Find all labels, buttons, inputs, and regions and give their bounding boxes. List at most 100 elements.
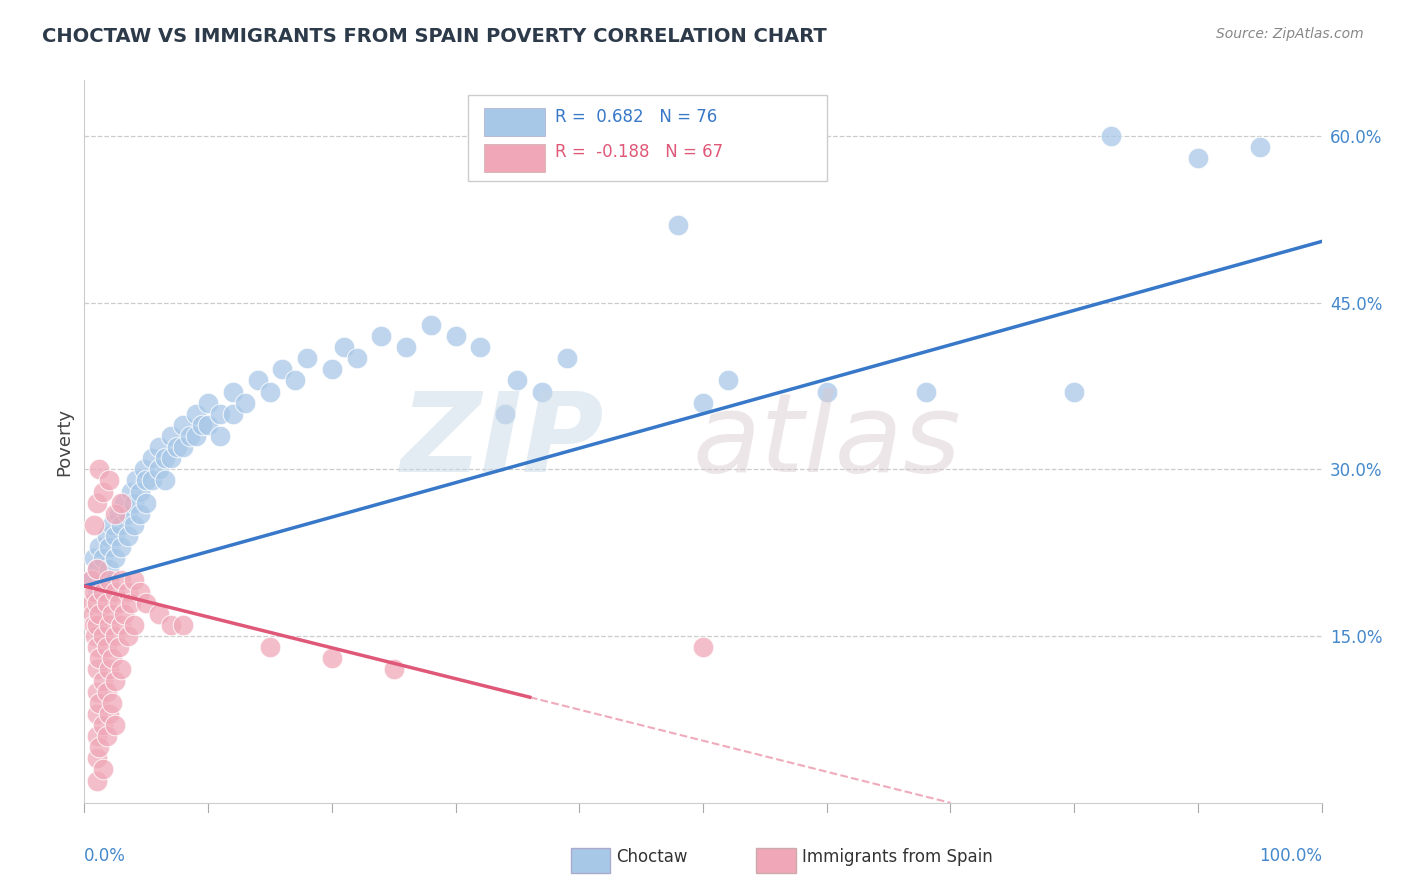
Point (104, 551, 127, 566)
Point (110, 574, 132, 588)
Point (692, 640, 714, 655)
Point (333, 340, 356, 354)
Point (132, 462, 155, 476)
Point (148, 440, 170, 454)
Point (233, 395, 256, 409)
Point (91, 629, 114, 643)
Point (104, 584, 127, 599)
Point (555, 351, 578, 366)
Point (86, 684, 108, 698)
Point (197, 395, 219, 409)
Point (295, 351, 318, 366)
FancyBboxPatch shape (756, 848, 796, 873)
Point (160, 451, 183, 466)
Text: atlas: atlas (692, 388, 962, 495)
Point (246, 373, 269, 387)
Point (100, 607, 122, 621)
Point (79, 574, 101, 588)
Point (153, 451, 176, 466)
Point (91, 673, 114, 688)
Point (91, 484, 114, 499)
Point (172, 618, 194, 632)
Point (83, 618, 105, 632)
Point (98, 706, 121, 721)
Point (96, 640, 118, 655)
Point (166, 440, 188, 454)
Point (89, 540, 111, 554)
Point (135, 474, 157, 488)
Point (222, 384, 245, 399)
Point (112, 496, 135, 510)
Point (122, 618, 145, 632)
Point (122, 496, 145, 510)
Point (98, 474, 121, 488)
Point (83, 584, 105, 599)
Point (184, 429, 207, 443)
Point (382, 662, 405, 676)
Text: R =  -0.188   N = 67: R = -0.188 N = 67 (554, 143, 723, 161)
Point (98, 618, 121, 632)
Point (83, 517, 105, 532)
Point (914, 384, 936, 399)
Point (86, 706, 108, 721)
Point (117, 584, 139, 599)
Point (86, 662, 108, 676)
Point (117, 529, 139, 543)
Text: ZIP: ZIP (401, 388, 605, 495)
Point (86, 640, 108, 655)
Point (98, 562, 121, 576)
Point (666, 218, 689, 232)
Point (100, 651, 122, 665)
Point (160, 618, 183, 632)
FancyBboxPatch shape (484, 144, 544, 172)
Y-axis label: Poverty: Poverty (55, 408, 73, 475)
Text: R =  0.682   N = 76: R = 0.682 N = 76 (554, 109, 717, 127)
Point (110, 540, 132, 554)
Point (110, 517, 132, 532)
Point (98, 540, 121, 554)
Point (172, 440, 194, 454)
Point (191, 417, 214, 432)
Point (86, 562, 108, 576)
Point (104, 718, 127, 732)
Point (815, 384, 838, 399)
Point (86, 618, 108, 632)
FancyBboxPatch shape (484, 108, 544, 136)
Point (91, 763, 114, 777)
Point (160, 429, 183, 443)
Point (117, 629, 139, 643)
Point (470, 340, 492, 354)
Point (86, 496, 108, 510)
Point (148, 607, 170, 621)
Text: Immigrants from Spain: Immigrants from Spain (801, 848, 993, 866)
Point (117, 507, 139, 521)
Point (179, 429, 201, 443)
Point (692, 395, 714, 409)
Point (129, 507, 152, 521)
Point (172, 417, 194, 432)
Point (108, 640, 131, 655)
Point (122, 574, 145, 588)
Point (321, 651, 343, 665)
Point (494, 407, 516, 421)
Point (86, 751, 108, 765)
Point (86, 562, 108, 576)
Point (89, 462, 111, 476)
Point (271, 362, 294, 376)
Point (129, 484, 152, 499)
Point (104, 507, 127, 521)
Point (82, 607, 104, 621)
Point (110, 496, 132, 510)
Point (98, 662, 121, 676)
Point (110, 618, 132, 632)
Text: Source: ZipAtlas.com: Source: ZipAtlas.com (1216, 27, 1364, 41)
Point (259, 640, 281, 655)
Point (419, 318, 441, 332)
Point (135, 496, 157, 510)
Point (91, 584, 114, 599)
Point (86, 584, 108, 599)
Point (321, 362, 343, 376)
Point (89, 651, 111, 665)
Point (135, 596, 157, 610)
Point (506, 373, 529, 387)
